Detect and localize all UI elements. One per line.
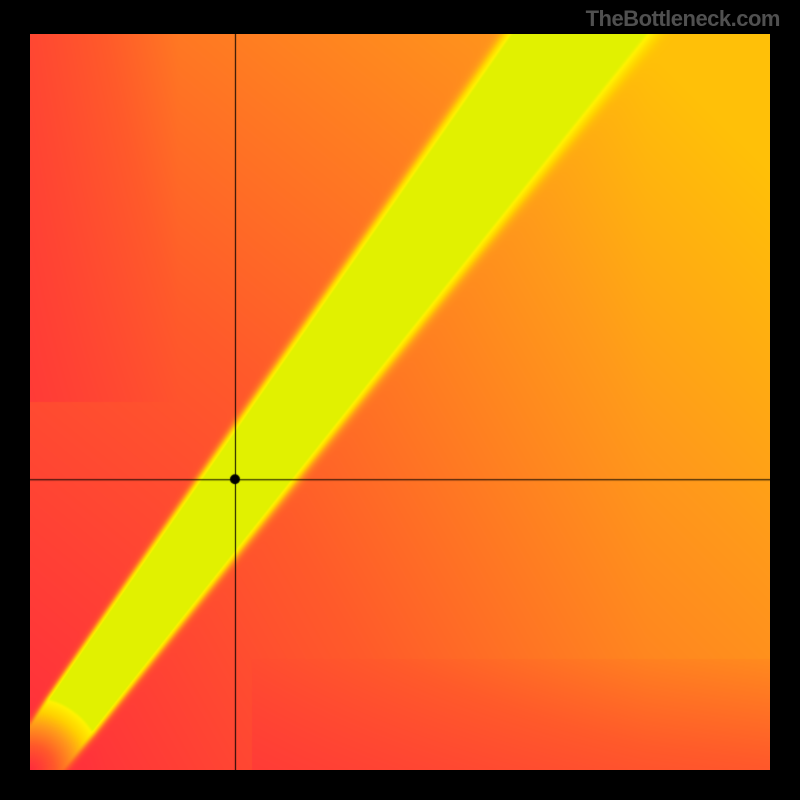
crosshair-overlay: [30, 34, 770, 770]
chart-container: TheBottleneck.com: [0, 0, 800, 800]
watermark-text: TheBottleneck.com: [586, 6, 780, 32]
